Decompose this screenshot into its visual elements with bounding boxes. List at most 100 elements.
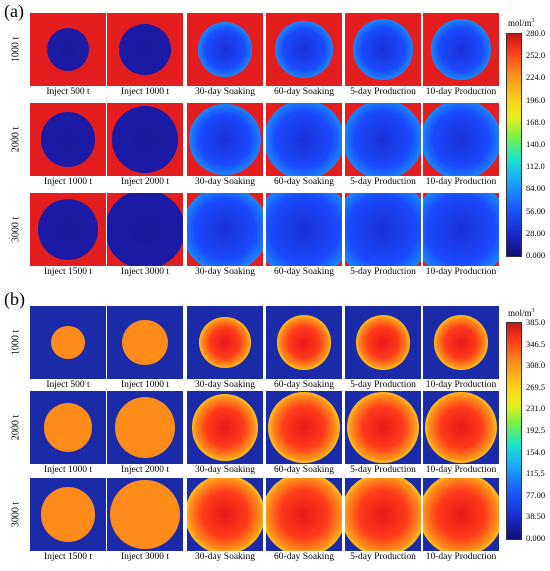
panel_a-map-r1-c4	[345, 103, 421, 176]
panel_b-colorbar-tick-4: 231.0	[526, 403, 546, 414]
panel_a-map-r2-c1	[107, 193, 183, 266]
panel_a-plume-r1-c1	[111, 106, 179, 173]
panel_b-caption-r1-c5: 10-day Production	[425, 465, 497, 475]
panel-a: (a) 1000 t Inject 500 t Inject 1000 t 30-da…	[0, 0, 550, 283]
panel_a-map-r2-c2	[187, 193, 263, 266]
panel_a-map-r0-c0	[30, 13, 106, 86]
panel_a-caption-r2-c5: 10-day Production	[425, 267, 497, 277]
panel_b-row-label-0: 1000 t	[10, 329, 22, 355]
panel-b-colorbar-unit: mol/m3	[508, 308, 535, 318]
panel_b-map-r0-c1	[107, 306, 183, 379]
panel-a-unit-text: mol/m	[508, 18, 532, 28]
panel_b-plume-r0-c5	[433, 315, 489, 370]
panel_b-map-r2-c3	[266, 478, 342, 551]
panel_b-map-r2-c4	[345, 478, 421, 551]
panel_a-map-r0-c3	[266, 13, 342, 86]
panel_a-map-r1-c3	[266, 103, 342, 176]
panel_b-map-r0-c4	[345, 306, 421, 379]
panel_b-caption-r2-c5: 10-day Production	[425, 552, 497, 562]
panel_b-colorbar-tick-7: 115.5	[526, 468, 545, 479]
panel_b-map-r2-c2	[187, 478, 263, 551]
panel_a-map-r2-c5	[423, 193, 499, 266]
panel_a-plume-r2-c1	[107, 193, 183, 266]
panel_a-colorbar-tick-5: 140.0	[526, 139, 546, 149]
panel-b-unit-text: mol/m	[508, 308, 532, 318]
panel_a-map-r2-c3	[266, 193, 342, 266]
panel_a-plume-r1-c3	[266, 103, 342, 176]
panel_a-colorbar-tick-6: 112.0	[526, 161, 545, 172]
panel_b-caption-r1-c3: 60-day Soaking	[274, 465, 334, 475]
panel_b-caption-r2-c3: 60-day Soaking	[274, 552, 334, 562]
panel_a-plume-r2-c5	[423, 193, 499, 266]
panel_b-map-r2-c5	[423, 478, 499, 551]
panel_b-caption-r0-c0: Inject 500 t	[46, 380, 90, 390]
panel-b-unit-sup: 3	[531, 308, 535, 314]
panel_a-plume-r0-c5	[430, 19, 492, 80]
panel_b-plume-r2-c1	[110, 479, 180, 550]
panel_b-plume-r0-c1	[122, 319, 168, 366]
panel_b-row-label-2: 3000 t	[10, 501, 22, 527]
panel_b-plume-r1-c0	[43, 403, 93, 452]
panel_b-caption-r0-c3: 60-day Soaking	[274, 380, 334, 390]
panel_a-map-r0-c2	[187, 13, 263, 86]
panel_b-plume-r1-c5	[425, 391, 497, 464]
panel_b-map-r0-c3	[266, 306, 342, 379]
panel_b-plume-r1-c2	[191, 394, 259, 461]
panel_b-map-r1-c1	[107, 391, 183, 464]
panel_b-plume-r2-c0	[40, 487, 96, 542]
panel_b-caption-r2-c0: Inject 1500 t	[43, 552, 92, 562]
panel_b-map-r2-c0	[30, 478, 106, 551]
panel_b-plume-r0-c2	[199, 316, 251, 369]
panel_a-caption-r0-c1: Inject 1000 t	[120, 87, 169, 97]
panel_a-caption-r1-c2: 30-day Soaking	[195, 177, 255, 187]
panel_a-colorbar-tick-7: 84.00	[526, 183, 546, 194]
panel_a-row-label-0: 1000 t	[10, 36, 22, 62]
panel_a-plume-r0-c0	[46, 28, 90, 71]
panel_b-colorbar-tick-9: 38.50	[526, 511, 546, 522]
panel_a-colorbar-tick-9: 28.00	[526, 227, 546, 238]
panel_a-colorbar-tick-8: 56.00	[526, 205, 546, 216]
panel_a-caption-r0-c3: 60-day Soaking	[274, 87, 334, 97]
panel_b-caption-r0-c1: Inject 1000 t	[120, 380, 169, 390]
panel_b-map-r0-c2	[187, 306, 263, 379]
panel_b-caption-r2-c2: 30-day Soaking	[195, 552, 255, 562]
panel_a-colorbar-tick-4: 168.0	[526, 116, 546, 127]
panel_a-caption-r2-c0: Inject 1500 t	[43, 267, 92, 277]
panel_a-plume-r0-c4	[352, 19, 414, 80]
panel_a-map-r1-c0	[30, 103, 106, 176]
panel_a-map-r0-c1	[107, 13, 183, 86]
panel_b-caption-r1-c0: Inject 1000 t	[43, 465, 92, 475]
panel_b-plume-r1-c3	[268, 391, 340, 464]
panel_b-map-r1-c0	[30, 391, 106, 464]
panel_a-plume-r2-c2	[187, 193, 263, 266]
panel-b-label: (b)	[4, 289, 25, 309]
panel_a-plume-r0-c3	[275, 20, 333, 79]
panel_b-colorbar-tick-3: 269.5	[526, 381, 546, 392]
panel_b-caption-r2-c1: Inject 3000 t	[120, 552, 169, 562]
panel_a-plume-r2-c4	[345, 193, 421, 266]
panel_a-caption-r0-c0: Inject 500 t	[46, 87, 90, 97]
panel_b-map-r0-c5	[423, 306, 499, 379]
panel_b-caption-r0-c4: 5-day Production	[350, 380, 416, 390]
panel_a-colorbar-tick-1: 252.0	[526, 50, 546, 61]
panel_b-plume-r0-c4	[355, 315, 411, 370]
panel_a-plume-r0-c2	[197, 22, 253, 77]
panel_b-caption-r1-c2: 30-day Soaking	[195, 465, 255, 475]
panel_a-map-r1-c5	[423, 103, 499, 176]
panel_b-map-r1-c2	[187, 391, 263, 464]
panel_a-caption-r1-c3: 60-day Soaking	[274, 177, 334, 187]
panel_b-plume-r2-c3	[266, 478, 342, 551]
panel_b-colorbar-tick-10: 0.000	[526, 533, 546, 543]
panel_b-colorbar-tick-5: 192.5	[526, 425, 546, 435]
panel-a-colorbar	[506, 33, 522, 257]
panel_b-map-r1-c3	[266, 391, 342, 464]
panel_a-caption-r0-c2: 30-day Soaking	[195, 87, 255, 97]
panel_b-plume-r0-c0	[51, 325, 85, 360]
panel_a-plume-r1-c0	[40, 112, 96, 167]
panel_b-caption-r2-c4: 5-day Production	[350, 552, 416, 562]
panel-a-colorbar-unit: mol/m3	[508, 18, 535, 28]
panel_a-map-r0-c5	[423, 13, 499, 86]
panel_a-plume-r2-c0	[37, 199, 99, 260]
panel_a-caption-r0-c5: 10-day Production	[425, 87, 497, 97]
panel_a-plume-r1-c5	[423, 103, 499, 176]
